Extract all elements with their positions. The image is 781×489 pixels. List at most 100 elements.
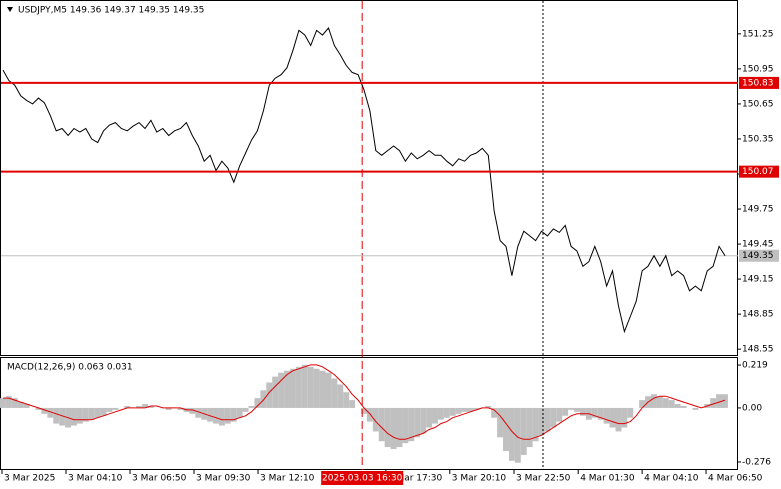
macd-bar [437, 407, 444, 420]
macd-bar [301, 364, 308, 408]
macd-title: MACD(12,26,9) 0.063 0.031 [7, 363, 133, 373]
macd-bar [94, 407, 101, 418]
macd-bar [289, 368, 296, 408]
x-tick-label: 3 Mar 12:10 [260, 474, 315, 484]
x-tick-label: 4 Mar 01:30 [580, 474, 635, 484]
macd-bar [307, 366, 314, 408]
macd-bar [662, 398, 669, 408]
x-tick-label: 3 Mar 22:50 [516, 474, 571, 484]
macd-bar [177, 407, 184, 410]
macd-bar [473, 407, 480, 410]
level-label: 150.07 [742, 167, 774, 177]
x-tick-label: 3 Mar 17:30 [388, 474, 443, 484]
macd-bar [426, 407, 433, 428]
macd-bar [218, 407, 225, 426]
macd-bar [639, 400, 646, 408]
macd-bar [538, 407, 545, 436]
y-tick-label: -0.276 [742, 457, 771, 467]
collapse-icon[interactable] [7, 7, 13, 12]
macd-bar [544, 407, 551, 432]
macd-bar [503, 407, 509, 452]
macd-bar [349, 400, 356, 408]
y-tick-label: 150.35 [742, 134, 774, 144]
macd-bar [47, 407, 54, 418]
macd-bar [124, 405, 131, 408]
macd-bar [41, 407, 48, 414]
macd-bar [568, 407, 575, 410]
macd-bar [319, 370, 326, 408]
y-tick-label: 149.45 [742, 240, 774, 250]
macd-bar [674, 404, 681, 408]
price-panel [0, 0, 738, 356]
cursor-label: 2025.03.03 16:30 [322, 474, 403, 484]
macd-bar [550, 407, 557, 428]
macd-bar [532, 407, 539, 442]
macd-bar [390, 407, 397, 450]
macd-bar [136, 405, 143, 408]
macd-bar [278, 372, 285, 408]
macd-bar [17, 402, 24, 408]
macd-bar [189, 407, 196, 414]
y-tick-label: 148.85 [742, 310, 774, 320]
macd-bar [272, 376, 279, 408]
macd-bar [147, 405, 154, 408]
macd-bar [284, 370, 290, 408]
x-tick-label: 3 Mar 06:50 [132, 474, 187, 484]
macd-bar [165, 407, 172, 410]
macd-bar [591, 407, 598, 418]
macd-bar [361, 407, 367, 414]
macd-bar [337, 384, 344, 408]
macd-bar [420, 407, 427, 434]
macd-bar [372, 407, 379, 432]
macd-bar [491, 407, 498, 418]
macd-bar [597, 407, 604, 420]
chart-title: USDJPY,M5 149.36 149.37 149.35 149.35 [18, 6, 204, 16]
macd-bar [396, 407, 403, 448]
macd-bar [59, 407, 66, 426]
macd-bar [207, 407, 214, 422]
macd-bar [142, 404, 148, 408]
macd-bar [556, 407, 563, 422]
macd-bar [112, 407, 119, 410]
y-tick-label: 149.15 [742, 275, 774, 285]
macd-bar [53, 407, 60, 424]
macd-bar [378, 407, 385, 442]
macd-bar [5, 396, 12, 408]
macd-bar [579, 407, 586, 416]
macd-bar [722, 394, 728, 408]
last-price-box [739, 249, 779, 262]
macd-bar [615, 407, 622, 432]
macd-bar [23, 404, 30, 408]
macd-bar [408, 407, 415, 442]
macd-bar [656, 396, 663, 408]
macd-bar [313, 368, 320, 408]
macd-bar [213, 407, 219, 424]
y-tick-label: 150.65 [742, 99, 774, 109]
y-tick-label: 149.75 [742, 205, 774, 215]
macd-bar [467, 407, 474, 412]
macd-bar [432, 407, 438, 424]
macd-bar [562, 407, 569, 416]
macd-bar [668, 400, 675, 408]
macd-bar [497, 407, 504, 438]
macd-bar [106, 407, 113, 412]
macd-bar [485, 405, 492, 408]
macd-bar [574, 407, 580, 412]
macd-bar [603, 407, 610, 424]
macd-bar [76, 407, 83, 424]
macd-bar [230, 407, 237, 422]
macd-bar [402, 407, 409, 444]
macd-bar [224, 407, 231, 424]
macd-bar [514, 407, 521, 463]
macd-bar [82, 407, 89, 422]
y-tick-label: 0.219 [742, 361, 768, 371]
macd-bar [295, 366, 302, 408]
macd-bar [331, 378, 338, 408]
macd-bar [680, 405, 687, 408]
macd-bar [343, 392, 350, 408]
macd-bar [651, 394, 657, 408]
level-label: 150.83 [742, 78, 774, 88]
level-label-box [739, 165, 779, 178]
